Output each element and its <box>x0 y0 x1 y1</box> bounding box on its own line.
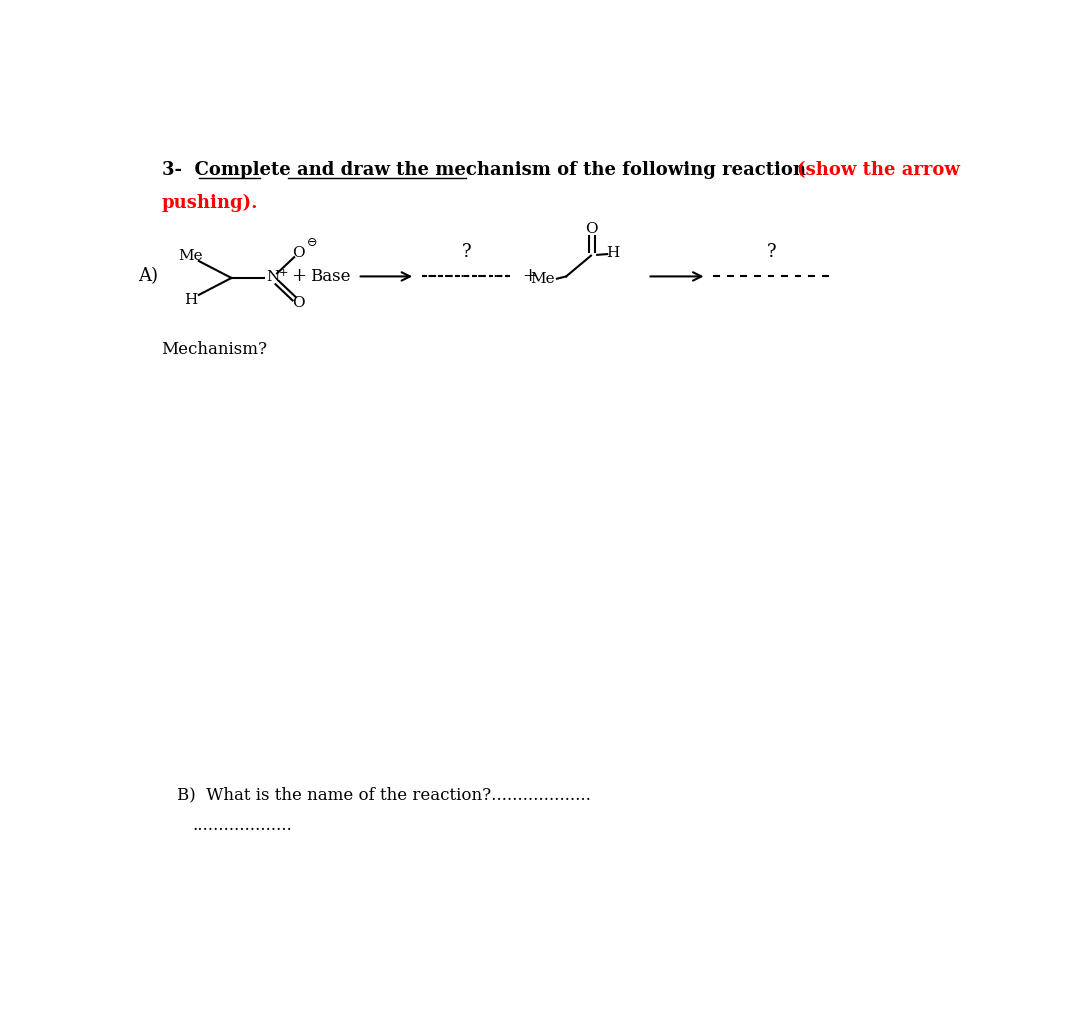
Text: O: O <box>293 246 306 259</box>
Text: Mechanism?: Mechanism? <box>161 341 268 358</box>
Text: H: H <box>184 292 197 307</box>
Text: Base: Base <box>310 268 350 285</box>
Text: Me: Me <box>178 249 202 263</box>
Text: A): A) <box>139 268 158 285</box>
Text: pushing).: pushing). <box>161 193 258 212</box>
Text: +: + <box>279 268 288 278</box>
Text: O: O <box>584 222 597 237</box>
Text: (show the arrow: (show the arrow <box>797 161 960 179</box>
Text: ?: ? <box>767 243 777 260</box>
Text: Me: Me <box>530 272 555 286</box>
Text: +: + <box>522 268 537 285</box>
Text: O: O <box>293 296 306 310</box>
Text: ...................: ................... <box>193 817 293 834</box>
Text: ⊖: ⊖ <box>307 236 317 249</box>
Text: N: N <box>266 271 280 284</box>
Text: H: H <box>606 246 620 259</box>
Text: B)  What is the name of the reaction?...................: B) What is the name of the reaction?....… <box>178 786 591 803</box>
Text: 3-  Complete and draw the mechanism of the following reaction: 3- Complete and draw the mechanism of th… <box>161 161 812 179</box>
Text: +: + <box>292 268 307 285</box>
Text: ?: ? <box>462 243 471 260</box>
